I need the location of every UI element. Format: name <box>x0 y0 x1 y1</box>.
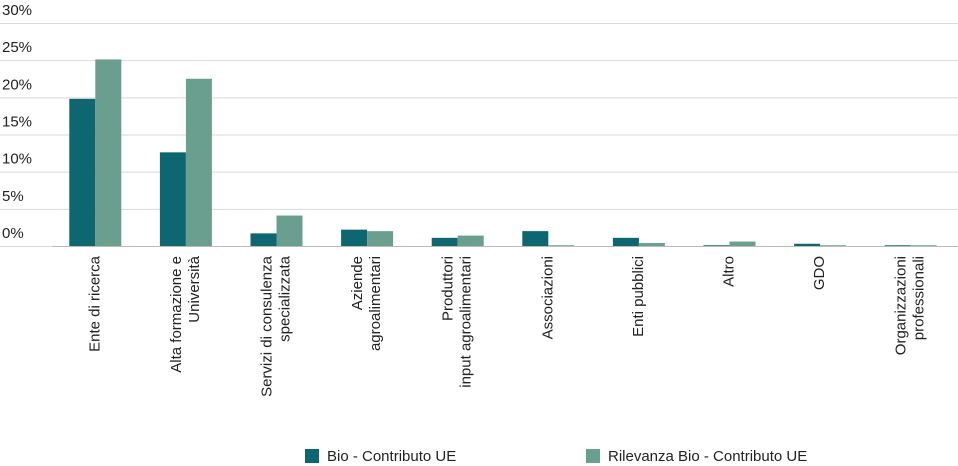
y-tick-label: 5% <box>2 188 24 205</box>
bar <box>703 245 730 246</box>
bar <box>457 235 484 246</box>
bar <box>159 152 186 246</box>
bar <box>884 245 911 246</box>
x-tick-label: Associazioni <box>539 256 556 339</box>
legend-swatch <box>586 449 600 463</box>
x-tick-label: Aziendeagroalimentari <box>349 256 384 351</box>
bar <box>250 233 277 246</box>
x-tick-label: Ente di ricerca <box>86 255 103 352</box>
bar <box>431 237 458 246</box>
y-tick-label: 30% <box>2 2 32 19</box>
bar <box>612 237 639 246</box>
y-tick-label: 15% <box>2 113 32 130</box>
bar <box>367 231 394 246</box>
x-tick-label: Alta formazione eUniversità <box>168 255 203 372</box>
bar <box>638 243 665 246</box>
x-tick-label: Enti pubblici <box>630 256 647 337</box>
bar <box>185 78 212 246</box>
y-tick-label: 25% <box>2 39 32 56</box>
y-tick-label: 10% <box>2 151 32 168</box>
x-tick-label: GDO <box>811 256 828 290</box>
legend-swatch <box>305 449 319 463</box>
y-tick-label: 20% <box>2 76 32 93</box>
bar <box>820 245 847 246</box>
bar <box>276 215 303 246</box>
x-tick-label: Servizi di consulenzaspecializzata <box>258 255 293 397</box>
x-tick-label: Organizzazioniprofessionali <box>893 256 928 355</box>
x-tick-label: Altro <box>720 256 737 287</box>
bar <box>341 229 368 246</box>
bar <box>729 241 756 246</box>
bar <box>95 59 122 246</box>
bar <box>910 245 937 246</box>
legend-label: Rilevanza Bio - Contributo UE <box>608 448 807 465</box>
bar <box>794 243 821 246</box>
legend-label: Bio - Contributo UE <box>327 448 456 465</box>
y-tick-label: 0% <box>2 225 24 242</box>
bar <box>548 245 575 246</box>
x-tick-label: Produttoriinput agroalimentari <box>440 256 475 388</box>
bar <box>522 231 549 246</box>
bar <box>69 98 96 246</box>
